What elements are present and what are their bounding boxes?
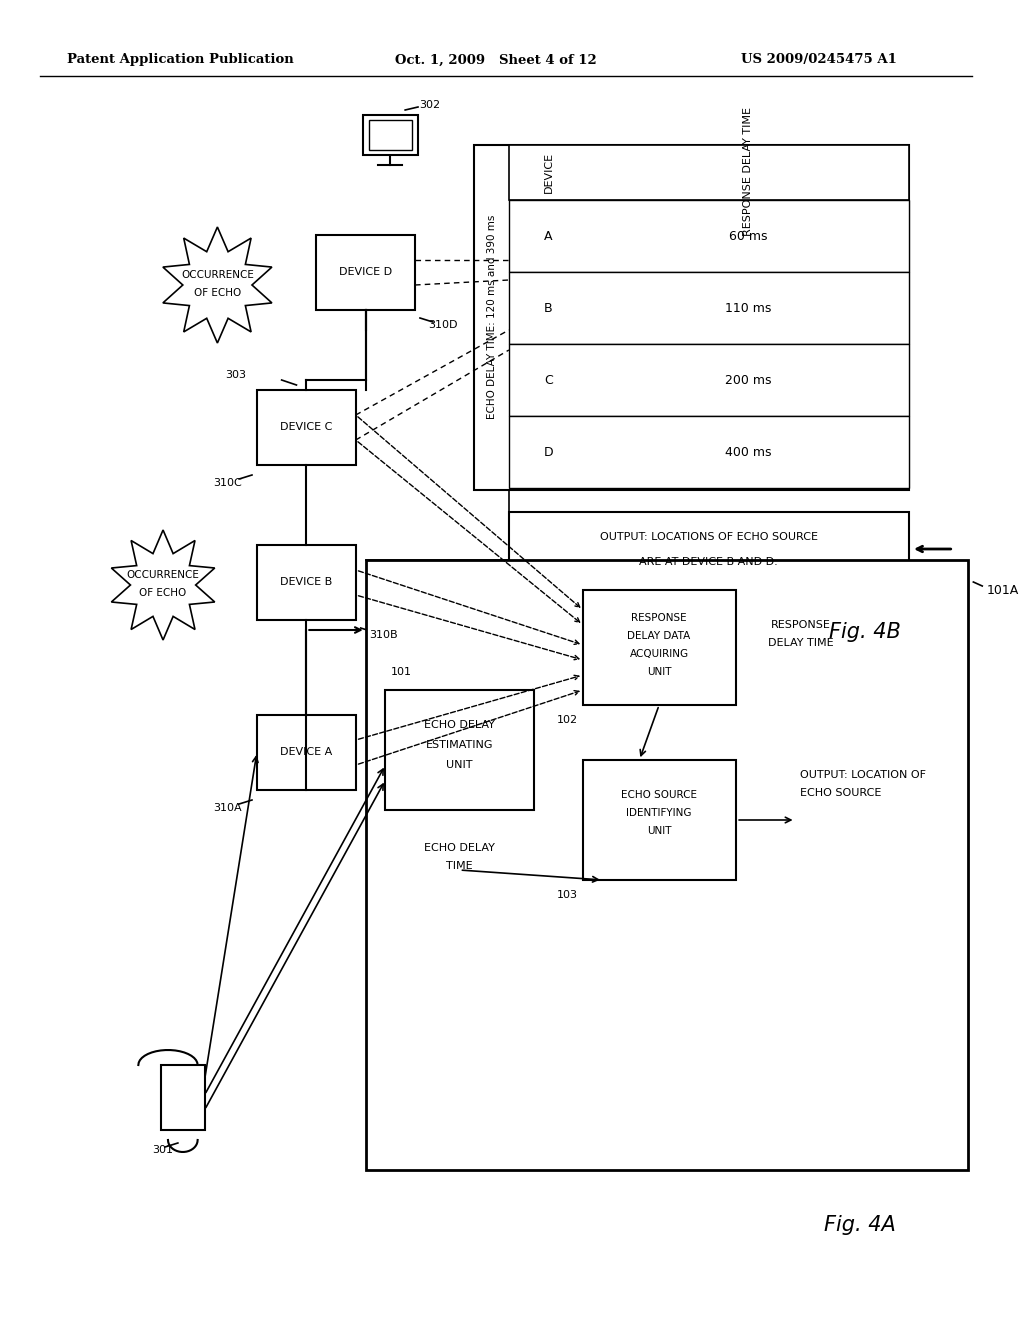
Text: C: C — [544, 374, 553, 387]
Text: ACQUIRING: ACQUIRING — [630, 649, 689, 659]
Text: 102: 102 — [557, 715, 579, 725]
Text: DEVICE B: DEVICE B — [281, 577, 333, 587]
Text: ECHO SOURCE: ECHO SOURCE — [801, 788, 882, 799]
Bar — [366, 560, 969, 1170]
Text: OUTPUT: LOCATION OF: OUTPUT: LOCATION OF — [801, 770, 927, 780]
Text: RESPONSE: RESPONSE — [770, 620, 830, 630]
Text: OUTPUT: LOCATIONS OF ECHO SOURCE: OUTPUT: LOCATIONS OF ECHO SOURCE — [599, 532, 817, 543]
Text: 103: 103 — [557, 890, 579, 900]
Bar — [316, 235, 415, 310]
Bar — [362, 115, 418, 154]
Text: Fig. 4A: Fig. 4A — [824, 1214, 896, 1236]
Text: 110 ms: 110 ms — [725, 301, 771, 314]
Polygon shape — [112, 531, 215, 640]
Bar — [474, 145, 909, 490]
Polygon shape — [163, 227, 272, 343]
Text: RESPONSE: RESPONSE — [632, 612, 687, 623]
Bar — [257, 545, 355, 620]
Text: OCCURRENCE: OCCURRENCE — [127, 570, 200, 579]
Text: Fig. 4B: Fig. 4B — [828, 622, 900, 642]
Text: IDENTIFYING: IDENTIFYING — [627, 808, 692, 818]
Text: 302: 302 — [419, 100, 440, 110]
Text: 310A: 310A — [213, 803, 242, 813]
Text: DELAY DATA: DELAY DATA — [628, 631, 691, 642]
Bar — [509, 416, 909, 488]
Text: ECHO DELAY TIME: 120 ms and 390 ms: ECHO DELAY TIME: 120 ms and 390 ms — [487, 215, 497, 420]
Bar — [369, 120, 412, 150]
Text: DEVICE D: DEVICE D — [339, 267, 392, 277]
Text: DELAY TIME: DELAY TIME — [768, 638, 834, 648]
Text: DEVICE A: DEVICE A — [281, 747, 333, 756]
Text: OF ECHO: OF ECHO — [139, 587, 186, 598]
Text: ECHO SOURCE: ECHO SOURCE — [622, 789, 697, 800]
Text: Oct. 1, 2009   Sheet 4 of 12: Oct. 1, 2009 Sheet 4 of 12 — [395, 54, 597, 66]
Text: 310B: 310B — [369, 630, 397, 640]
Bar — [257, 715, 355, 789]
Text: US 2009/0245475 A1: US 2009/0245475 A1 — [741, 54, 897, 66]
Text: 301: 301 — [153, 1144, 173, 1155]
Bar — [583, 760, 736, 880]
Text: 400 ms: 400 ms — [725, 446, 771, 458]
Text: 310C: 310C — [213, 478, 242, 488]
Text: 101: 101 — [390, 667, 412, 677]
Bar — [161, 1065, 205, 1130]
Text: 310D: 310D — [428, 319, 458, 330]
Text: B: B — [544, 301, 553, 314]
Bar — [385, 690, 534, 810]
Bar — [583, 590, 736, 705]
Text: 101A: 101A — [986, 583, 1019, 597]
Bar — [509, 345, 909, 416]
Bar — [509, 201, 909, 272]
Text: Patent Application Publication: Patent Application Publication — [68, 54, 294, 66]
Text: UNIT: UNIT — [647, 667, 672, 677]
Text: DEVICE: DEVICE — [544, 152, 553, 193]
Text: A: A — [544, 230, 553, 243]
Text: UNIT: UNIT — [446, 760, 473, 770]
Text: ESTIMATING: ESTIMATING — [426, 741, 494, 750]
Text: ARE AT DEVICE B AND D.: ARE AT DEVICE B AND D. — [639, 557, 778, 568]
Text: 60 ms: 60 ms — [729, 230, 767, 243]
Text: ECHO DELAY: ECHO DELAY — [424, 843, 495, 853]
Text: UNIT: UNIT — [647, 826, 672, 836]
Text: 303: 303 — [224, 370, 246, 380]
Bar — [509, 512, 909, 587]
Text: OCCURRENCE: OCCURRENCE — [181, 271, 254, 280]
Text: ECHO DELAY: ECHO DELAY — [424, 719, 495, 730]
Text: D: D — [544, 446, 553, 458]
Text: TIME: TIME — [446, 861, 473, 871]
Bar — [257, 389, 355, 465]
Text: DEVICE C: DEVICE C — [281, 422, 333, 432]
Bar — [509, 272, 909, 345]
Bar — [509, 145, 909, 201]
Text: RESPONSE DELAY TIME: RESPONSE DELAY TIME — [743, 107, 753, 236]
Text: 200 ms: 200 ms — [725, 374, 771, 387]
Text: OF ECHO: OF ECHO — [194, 288, 241, 298]
